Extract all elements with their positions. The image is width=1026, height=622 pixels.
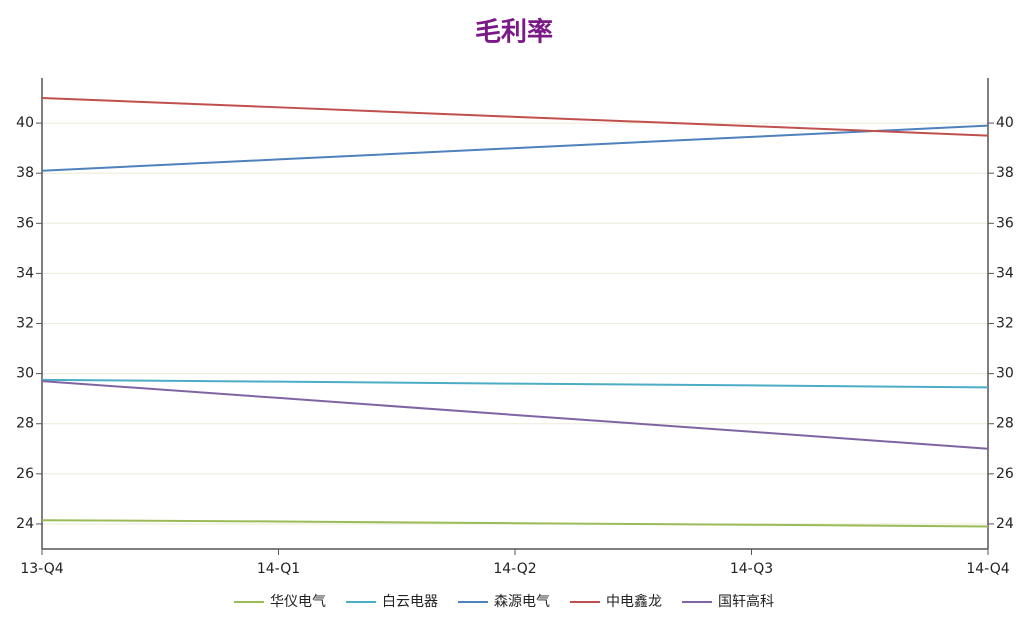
- y-tick-label: 36: [16, 215, 34, 231]
- y2-tick-label: 34: [996, 265, 1014, 281]
- y2-tick-label: 24: [996, 516, 1014, 532]
- x-tick-label: 14-Q4: [966, 561, 1009, 577]
- series-line: [41, 519, 989, 528]
- series-line: [41, 378, 989, 389]
- y2-tick-label: 40: [996, 115, 1014, 131]
- y2-tick-label: 26: [996, 466, 1014, 482]
- y2-tick-label: 28: [996, 416, 1014, 432]
- y2-tick-label: 36: [996, 215, 1014, 231]
- legend-label: 白云电器: [382, 594, 438, 610]
- chart-title: 毛利率: [475, 17, 553, 48]
- series-line: [41, 124, 989, 172]
- y-tick-label: 38: [16, 165, 34, 181]
- y-tick-label: 28: [16, 416, 34, 432]
- series-line: [41, 380, 989, 450]
- x-tick-label: 14-Q3: [730, 561, 773, 577]
- legend-label: 华仪电气: [270, 594, 326, 610]
- legend-label: 森源电气: [494, 594, 550, 610]
- y-tick-label: 26: [16, 466, 34, 482]
- y2-tick-label: 30: [996, 366, 1014, 382]
- legend-label: 国轩高科: [718, 593, 774, 610]
- x-tick-label: 14-Q1: [257, 561, 300, 577]
- y-tick-label: 32: [16, 316, 34, 332]
- y-tick-label: 30: [16, 366, 34, 382]
- series-line: [41, 97, 989, 137]
- legend-label: 中电鑫龙: [606, 593, 662, 610]
- y2-tick-label: 38: [996, 165, 1014, 181]
- y-tick-label: 40: [16, 115, 34, 131]
- x-tick-label: 13-Q4: [20, 561, 63, 577]
- y2-tick-label: 32: [996, 316, 1014, 332]
- y-tick-label: 24: [16, 516, 34, 532]
- y-tick-label: 34: [16, 265, 34, 281]
- x-tick-label: 14-Q2: [493, 561, 536, 577]
